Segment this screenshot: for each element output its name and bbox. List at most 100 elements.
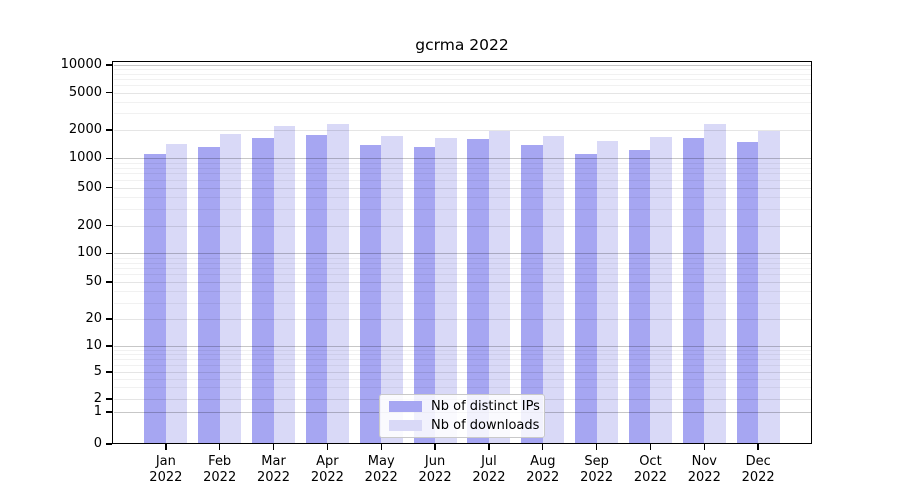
y-axis-tick xyxy=(106,443,112,445)
gridline xyxy=(113,79,811,81)
gridline xyxy=(113,268,811,270)
gridline xyxy=(113,354,811,356)
x-axis-tick-label: Apr 2022 xyxy=(310,454,344,485)
y-axis-tick-label: 20 xyxy=(85,311,102,326)
y-axis-tick xyxy=(106,345,112,347)
y-axis-tick xyxy=(106,187,112,189)
y-axis-tick-label: 200 xyxy=(77,217,102,233)
x-axis-tick-label: Nov 2022 xyxy=(687,454,721,485)
bar-downloads-oct xyxy=(650,136,672,444)
gridline xyxy=(113,378,811,380)
bar-downloads-jan xyxy=(165,144,188,444)
bar-downloads-nov xyxy=(704,124,726,444)
gridline xyxy=(113,225,811,227)
y-axis-tick xyxy=(106,225,112,227)
gridline xyxy=(113,158,811,160)
y-axis-tick-label: 50 xyxy=(85,274,102,289)
y-axis-tick xyxy=(106,92,112,94)
gridline xyxy=(113,349,811,351)
gridline xyxy=(113,319,811,320)
gridline xyxy=(113,274,811,276)
bar-downloads-sep xyxy=(596,140,619,444)
y-axis-tick-label: 5000 xyxy=(68,84,102,100)
legend-swatch-downloads xyxy=(389,420,422,431)
y-axis-tick xyxy=(106,371,112,373)
bar-downloads-feb xyxy=(219,134,242,444)
gridline xyxy=(113,130,811,131)
y-axis-tick-label: 10000 xyxy=(60,57,102,72)
bar-downloads-aug xyxy=(542,135,565,444)
x-axis-tick-label: Sep 2022 xyxy=(580,454,614,485)
gridline xyxy=(113,113,811,115)
x-axis-tick-label: Mar 2022 xyxy=(256,454,291,485)
gridline xyxy=(113,359,811,361)
x-axis-tick-label: Aug 2022 xyxy=(526,454,560,485)
x-axis-tick-label: Jan 2022 xyxy=(149,454,183,485)
y-axis-tick xyxy=(106,252,112,254)
y-axis-tick-label: 5 xyxy=(93,364,102,379)
x-axis-tick xyxy=(703,444,705,450)
y-axis-tick-label: 1000 xyxy=(68,150,102,166)
legend-entry-distinct-ips: Nb of distinct IPs xyxy=(389,399,540,414)
bar-downloads-jul xyxy=(488,131,511,444)
legend-label-downloads: Nb of downloads xyxy=(431,418,540,433)
bar-downloads-may xyxy=(381,135,403,444)
gridline xyxy=(113,173,811,175)
gridline xyxy=(113,253,811,255)
bar-distinct-ips-may xyxy=(359,144,382,444)
x-axis-tick-label: Feb 2022 xyxy=(203,454,237,485)
legend-label-distinct-ips: Nb of distinct IPs xyxy=(431,399,540,414)
bar-downloads-jun xyxy=(435,138,457,444)
bar-downloads-apr xyxy=(327,124,349,444)
gridline xyxy=(113,257,811,259)
gridline xyxy=(113,65,811,66)
gridline xyxy=(113,372,811,373)
gridline xyxy=(113,85,811,87)
gridline xyxy=(113,187,811,189)
gridline xyxy=(113,92,811,94)
y-axis-tick-label: 500 xyxy=(77,179,102,195)
x-axis-tick xyxy=(272,444,275,450)
y-axis-tick xyxy=(106,411,112,413)
y-axis-tick xyxy=(106,157,112,159)
bar-downloads-mar xyxy=(273,125,296,444)
bar-distinct-ips-jan xyxy=(144,154,166,444)
x-axis-tick xyxy=(434,444,436,450)
gridline xyxy=(113,365,811,367)
legend-swatch-distinct-ips xyxy=(389,401,422,412)
x-axis-tick xyxy=(218,444,221,450)
x-axis-tick xyxy=(542,444,544,450)
bar-distinct-ips-sep xyxy=(575,154,597,444)
gridline xyxy=(113,346,811,347)
bar-downloads-dec xyxy=(758,131,780,444)
bar-distinct-ips-aug xyxy=(521,144,543,444)
legend: Nb of distinct IPs Nb of downloads xyxy=(379,394,545,438)
gridline xyxy=(113,387,811,389)
x-axis-tick xyxy=(380,444,382,450)
x-axis-tick-label: May 2022 xyxy=(364,454,398,485)
y-axis-tick-label: 100 xyxy=(77,245,102,261)
y-axis-tick xyxy=(106,318,112,320)
y-axis-tick xyxy=(106,129,112,131)
gridline xyxy=(113,101,811,103)
gridline xyxy=(113,167,811,169)
gridline xyxy=(113,208,811,210)
bar-distinct-ips-apr xyxy=(305,134,328,444)
gridline xyxy=(113,73,811,75)
bar-distinct-ips-feb xyxy=(198,146,220,444)
x-axis-tick xyxy=(595,444,598,450)
y-axis-tick-label: 0 xyxy=(93,436,102,451)
bar-distinct-ips-nov xyxy=(682,138,705,444)
x-axis-tick-label: Jul 2022 xyxy=(472,454,506,485)
x-axis-tick xyxy=(757,444,759,450)
x-axis-tick xyxy=(165,444,167,450)
y-axis-tick-label: 2000 xyxy=(68,122,102,137)
y-axis-tick xyxy=(106,64,112,66)
gridline xyxy=(113,291,811,292)
gridline xyxy=(113,282,811,283)
legend-entry-downloads: Nb of downloads xyxy=(389,418,539,433)
chart-title: gcrma 2022 xyxy=(415,36,509,54)
x-axis-tick-label: Oct 2022 xyxy=(633,454,667,485)
gridline xyxy=(113,69,811,71)
